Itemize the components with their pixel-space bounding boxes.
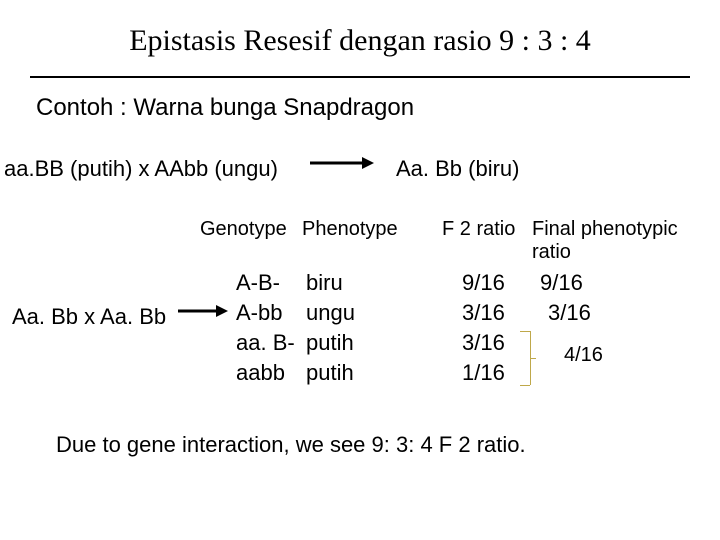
phenotype-cell: ungu xyxy=(306,298,355,328)
header-final-ratio: Final phenotypic ratio xyxy=(532,218,720,264)
arrow-icon xyxy=(178,303,228,319)
final-ratio-cell: 4/16 xyxy=(564,340,603,370)
title-divider xyxy=(30,76,690,78)
genotype-cell: A-bb xyxy=(236,298,295,328)
header-genotype: Genotype xyxy=(200,218,287,241)
genotype-cell: aa. B- xyxy=(236,328,295,358)
arrow-icon xyxy=(310,155,374,171)
header-f2-ratio: F 2 ratio xyxy=(442,218,515,241)
f2-ratio-column: 9/16 3/16 3/16 1/16 xyxy=(462,268,505,388)
f2-ratio-cell: 1/16 xyxy=(462,358,505,388)
conclusion-line: Due to gene interaction, we see 9: 3: 4 … xyxy=(56,432,526,458)
slide-title: Epistasis Resesif dengan rasio 9 : 3 : 4 xyxy=(0,24,720,58)
phenotype-cell: putih xyxy=(306,328,355,358)
f2-ratio-cell: 9/16 xyxy=(462,268,505,298)
f1-result: Aa. Bb (biru) xyxy=(396,156,520,182)
self-cross: Aa. Bb x Aa. Bb xyxy=(12,304,166,330)
parent-cross: aa.BB (putih) x AAbb (ungu) xyxy=(4,156,278,182)
genotype-cell: aabb xyxy=(236,358,295,388)
phenotype-cell: putih xyxy=(306,358,355,388)
phenotype-column: biru ungu putih putih xyxy=(306,268,355,388)
header-phenotype: Phenotype xyxy=(302,218,398,241)
genotype-cell: A-B- xyxy=(236,268,295,298)
final-ratio-cell: 9/16 xyxy=(540,268,583,298)
bracket-icon xyxy=(520,331,534,385)
genotype-column: A-B- A-bb aa. B- aabb xyxy=(236,268,295,388)
f2-ratio-cell: 3/16 xyxy=(462,298,505,328)
phenotype-cell: biru xyxy=(306,268,355,298)
slide: Epistasis Resesif dengan rasio 9 : 3 : 4… xyxy=(0,0,720,540)
f2-ratio-cell: 3/16 xyxy=(462,328,505,358)
example-line: Contoh : Warna bunga Snapdragon xyxy=(36,94,414,122)
final-ratio-cell: 3/16 xyxy=(548,298,591,328)
